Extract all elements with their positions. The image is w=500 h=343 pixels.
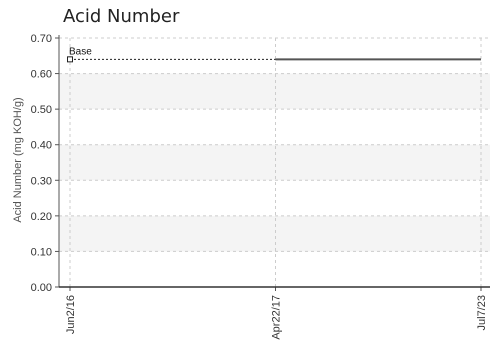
y-tick-label: 0.40	[31, 140, 52, 152]
y-tick-label: 0.10	[31, 246, 52, 258]
x-tick-label: Jun2/16	[65, 295, 77, 334]
y-tick-label: 0.30	[31, 175, 52, 187]
base-label: Base	[69, 46, 92, 57]
background-band	[59, 73, 490, 110]
y-tick-label: 0.00	[31, 282, 52, 294]
chart-title: Acid Number	[63, 6, 180, 27]
tick-labels: 0.00 0.10 0.20 0.30 0.40 0.50 0.60 0.70 Jun2/16 A…	[31, 33, 488, 340]
x-tick-label: Apr22/17	[271, 295, 283, 340]
base-marker	[67, 56, 73, 63]
y-tick-label: 0.70	[31, 33, 52, 45]
y-tick-label: 0.20	[31, 211, 52, 223]
axes	[55, 35, 490, 291]
x-tick-label: Jul7/23	[476, 295, 488, 330]
y-tick-label: 0.50	[31, 104, 52, 116]
background-bands	[59, 73, 490, 252]
y-tick-label: 0.60	[31, 69, 52, 81]
background-band	[59, 215, 490, 252]
y-axis-label: Acid Number (mg KOH/g)	[12, 97, 24, 222]
background-band	[59, 144, 490, 181]
series-layer	[67, 56, 481, 63]
